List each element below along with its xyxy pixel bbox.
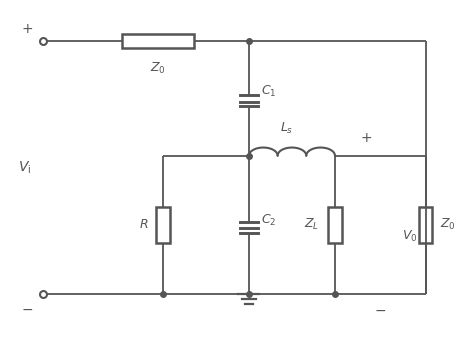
Text: $C_1$: $C_1$ — [261, 84, 276, 99]
Text: $+$: $+$ — [360, 131, 372, 145]
Text: $Z_0$: $Z_0$ — [150, 61, 166, 76]
Bar — [122, 34, 194, 48]
Bar — [328, 207, 342, 243]
Text: $-$: $-$ — [374, 303, 386, 317]
Text: $-$: $-$ — [21, 301, 33, 316]
Text: $C_2$: $C_2$ — [261, 212, 276, 228]
Text: $Z_0$: $Z_0$ — [440, 217, 456, 233]
Text: $Z_L$: $Z_L$ — [304, 217, 319, 233]
Text: $+$: $+$ — [21, 22, 33, 36]
Text: $V_\mathrm{i}$: $V_\mathrm{i}$ — [18, 159, 32, 176]
Text: $V_0$: $V_0$ — [401, 230, 417, 244]
Text: $R$: $R$ — [139, 218, 149, 232]
Bar — [156, 207, 170, 243]
Text: $L_s$: $L_s$ — [281, 120, 294, 136]
Bar — [419, 207, 432, 243]
